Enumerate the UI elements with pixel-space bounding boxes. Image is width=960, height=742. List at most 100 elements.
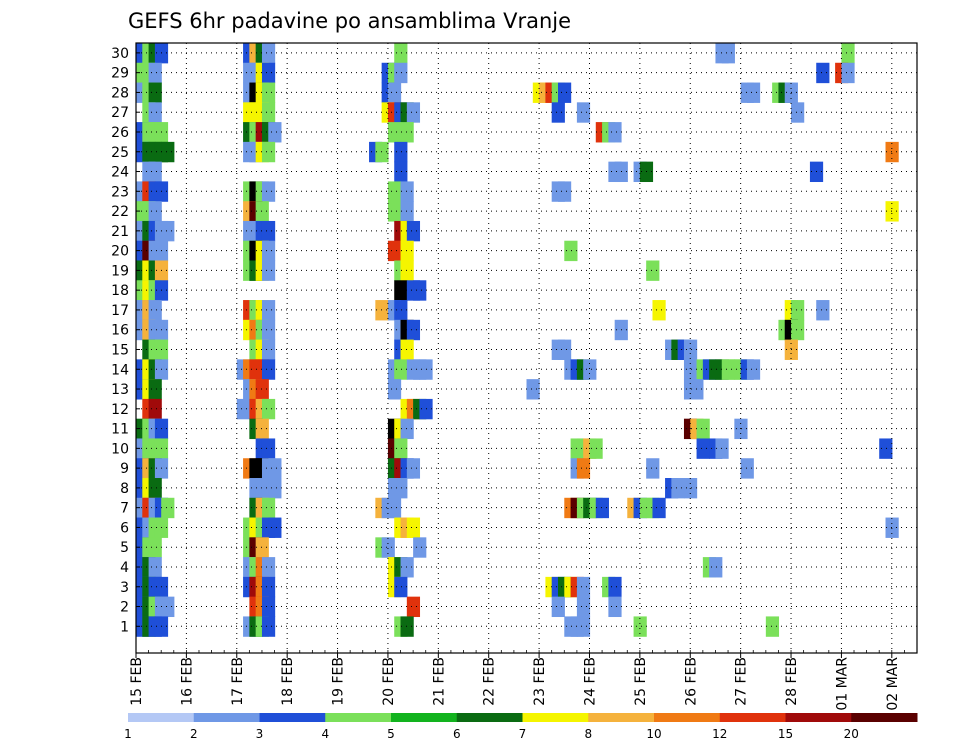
y-axis-member-labels: 1234567891011121314151617181920212223242… xyxy=(111,46,140,635)
heatmap-cell xyxy=(576,458,591,479)
colorbar-swatch xyxy=(128,713,195,722)
colorbar-label: 2 xyxy=(190,727,198,741)
heatmap-cell xyxy=(406,596,421,618)
y-tick-label: 18 xyxy=(111,283,129,299)
heatmap-cell xyxy=(576,616,591,637)
heatmap-cell xyxy=(400,418,414,440)
heatmap-cell xyxy=(394,43,408,64)
x-tick-label: 21 FEB xyxy=(431,657,447,706)
heatmap-cell xyxy=(261,557,276,578)
y-tick-label: 11 xyxy=(111,422,129,438)
y-tick-label: 29 xyxy=(111,66,129,82)
heatmap-cell xyxy=(261,62,276,84)
heatmap-cell xyxy=(261,141,276,163)
heatmap-cell xyxy=(608,122,622,143)
y-tick-label: 25 xyxy=(111,145,129,161)
heatmap-cell xyxy=(740,458,754,479)
heatmap-cell xyxy=(394,438,408,459)
heatmap-cell xyxy=(148,557,162,578)
colorbar-label: 5 xyxy=(387,727,395,741)
heatmap-cell xyxy=(394,300,408,321)
colorbar-swatch xyxy=(193,713,260,722)
heatmap-cell xyxy=(696,418,710,440)
heatmap-cell xyxy=(381,537,395,558)
y-tick-label: 4 xyxy=(120,560,129,576)
heatmap-cell xyxy=(387,181,402,202)
heatmap-cell xyxy=(261,240,276,262)
heatmap-cell xyxy=(148,478,162,499)
y-tick-label: 16 xyxy=(111,323,129,339)
heatmap-cell xyxy=(394,478,408,499)
colorbar-swatch xyxy=(851,713,918,722)
heatmap-cell xyxy=(255,537,269,558)
x-tick-label: 01 MAR xyxy=(834,657,850,711)
heatmap-cell xyxy=(633,616,647,637)
heatmap-cell xyxy=(161,141,175,163)
colorbar-swatch xyxy=(588,713,655,722)
x-tick-label: 23 FEB xyxy=(532,657,548,706)
x-tick-label: 27 FEB xyxy=(734,657,750,706)
colorbar-swatch xyxy=(785,713,852,722)
heatmap-cell xyxy=(387,122,402,143)
heatmap-cell xyxy=(791,102,805,123)
heatmap-cell xyxy=(400,122,414,143)
y-tick-label: 7 xyxy=(120,501,129,517)
heatmap-cell xyxy=(413,280,427,301)
y-tick-label: 5 xyxy=(120,540,129,556)
heatmap-cell xyxy=(394,141,408,163)
heatmap-cell xyxy=(268,458,282,479)
x-tick-label: 19 FEB xyxy=(331,657,347,706)
y-tick-label: 26 xyxy=(111,125,129,141)
heatmap-cell xyxy=(765,616,780,637)
heatmap-cell xyxy=(841,43,855,64)
colorbar: 1 2 3 4 5 6 7 8 10 12 15 20 xyxy=(124,713,918,741)
heatmap-cell xyxy=(394,576,408,598)
heatmap-cell xyxy=(400,616,414,637)
heatmap-cell xyxy=(885,201,899,222)
colorbar-label: 12 xyxy=(712,727,727,741)
heatmap-cell xyxy=(400,240,414,262)
heatmap-cell xyxy=(261,260,276,281)
colorbar-swatch xyxy=(259,713,326,722)
heatmap-cell xyxy=(557,339,572,360)
heatmap-cell xyxy=(261,576,276,598)
colorbar-swatch xyxy=(654,713,721,722)
heatmap-cell xyxy=(816,62,830,84)
heatmap-cell xyxy=(255,379,269,400)
heatmap-cell xyxy=(148,300,162,321)
heatmap-cell xyxy=(526,379,540,400)
y-tick-label: 19 xyxy=(111,263,129,279)
heatmap-cell xyxy=(387,201,402,222)
x-tick-label: 20 FEB xyxy=(381,657,397,706)
heatmap-cell xyxy=(261,438,276,459)
y-tick-label: 28 xyxy=(111,85,129,101)
colorbar-label: 15 xyxy=(778,727,793,741)
heatmap-cell xyxy=(652,497,666,519)
heatmap-cell xyxy=(608,596,622,618)
colorbar-label: 6 xyxy=(453,727,461,741)
y-tick-label: 15 xyxy=(111,342,129,358)
heatmap-cell xyxy=(261,398,276,420)
heatmap-cell xyxy=(261,616,276,637)
colorbar-label: 8 xyxy=(584,727,592,741)
heatmap-cell xyxy=(885,141,899,163)
y-tick-label: 21 xyxy=(111,224,129,240)
heatmap-cell xyxy=(595,497,609,519)
heatmap-cell xyxy=(746,82,761,103)
y-tick-label: 10 xyxy=(111,441,129,457)
x-tick-label: 22 FEB xyxy=(482,657,498,706)
heatmap-cell xyxy=(576,102,591,123)
heatmap-cell xyxy=(394,359,408,380)
heatmap-cell xyxy=(261,497,276,519)
heatmap-cell xyxy=(652,300,666,321)
heatmap-cell xyxy=(394,280,408,301)
heatmap-cell xyxy=(406,517,421,538)
x-tick-label: 18 FEB xyxy=(280,657,296,706)
heatmap-cell xyxy=(791,319,805,341)
heatmap-cell xyxy=(261,359,276,380)
heatmap-cell xyxy=(268,517,282,538)
chart-title: GEFS 6hr padavine po ansamblima Vranje xyxy=(128,9,571,33)
heatmap-cell xyxy=(715,438,729,459)
x-tick-label: 28 FEB xyxy=(784,657,800,706)
heatmap-cell xyxy=(400,201,414,222)
